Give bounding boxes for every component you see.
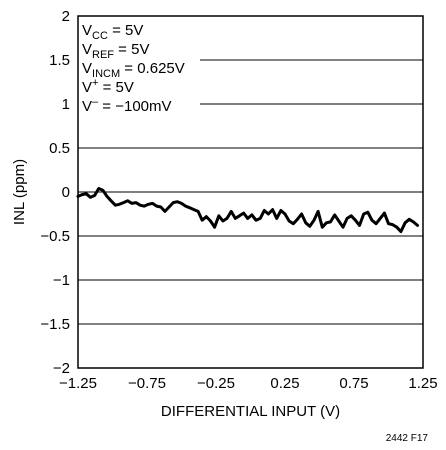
y-tick-label: 1.5 [49, 52, 70, 69]
condition-subscript: REF [92, 49, 114, 61]
condition-line: VREF = 5V [82, 41, 149, 61]
x-tick-labels: −1.25 −0.75 −0.25 0.25 0.75 1.25 [59, 375, 438, 392]
y-tick-label: −1 [53, 272, 70, 289]
condition-value: = 5V [108, 22, 143, 39]
condition-line: V+ = 5V [82, 77, 134, 96]
condition-line: VINCM = 0.625V [82, 60, 185, 80]
y-axis-label: INL (ppm) [11, 159, 28, 225]
y-tick-label: −0.5 [40, 228, 70, 245]
condition-value: = −100mV [98, 98, 171, 115]
condition-superscript: + [92, 77, 98, 89]
x-tick-label: −0.25 [197, 375, 235, 392]
condition-symbol: V [82, 98, 92, 115]
x-axis-label: DIFFERENTIAL INPUT (V) [161, 403, 340, 420]
inl-series-line [76, 187, 419, 234]
x-tick-label: −1.25 [59, 375, 97, 392]
y-tick-label: 2 [62, 8, 70, 25]
condition-superscript: – [92, 96, 99, 108]
x-tick-label: 1.25 [408, 375, 437, 392]
plot-frame [77, 15, 424, 369]
gridlines [78, 59, 423, 325]
condition-symbol: V [82, 41, 92, 58]
condition-value: = 0.625V [120, 60, 185, 77]
condition-value: = 5V [98, 79, 133, 96]
y-tick-label: 0.5 [49, 140, 70, 157]
y-tick-label: −2 [53, 360, 70, 377]
x-tick-label: −0.75 [128, 375, 166, 392]
y-tick-label: 0 [62, 184, 70, 201]
y-tick-labels: −2 −1.5 −1 −0.5 0 0.5 1 1.5 2 [40, 8, 70, 377]
figure-id: 2442 F17 [386, 433, 429, 444]
x-tick-label: 0.25 [270, 375, 299, 392]
y-tick-label: −1.5 [40, 316, 70, 333]
condition-line: V– = −100mV [82, 96, 172, 115]
condition-subscript: CC [92, 30, 108, 42]
x-tick-label: 0.75 [339, 375, 368, 392]
condition-line: VCC = 5V [82, 22, 143, 42]
condition-symbol: V [82, 22, 92, 39]
y-tick-label: 1 [62, 96, 70, 113]
condition-subscript: INCM [92, 68, 120, 80]
condition-symbol: V [82, 79, 92, 96]
condition-value: = 5V [114, 41, 149, 58]
condition-symbol: V [82, 60, 92, 77]
